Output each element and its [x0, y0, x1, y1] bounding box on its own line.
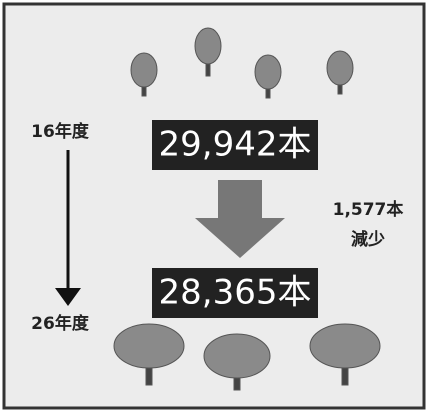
change-label: 減少: [351, 229, 385, 250]
end-count: 28,365本: [159, 273, 312, 313]
start-count: 29,942本: [159, 125, 312, 165]
end-year: 26年度: [31, 313, 90, 334]
page: 16年度 26年度 29,942本 1,577本 減少 28,365本 (() …: [0, 0, 428, 412]
infographic: 16年度 26年度 29,942本 1,577本 減少 28,365本: [0, 0, 428, 412]
change-amount: 1,577本: [333, 199, 404, 220]
start-year: 16年度: [31, 121, 90, 142]
